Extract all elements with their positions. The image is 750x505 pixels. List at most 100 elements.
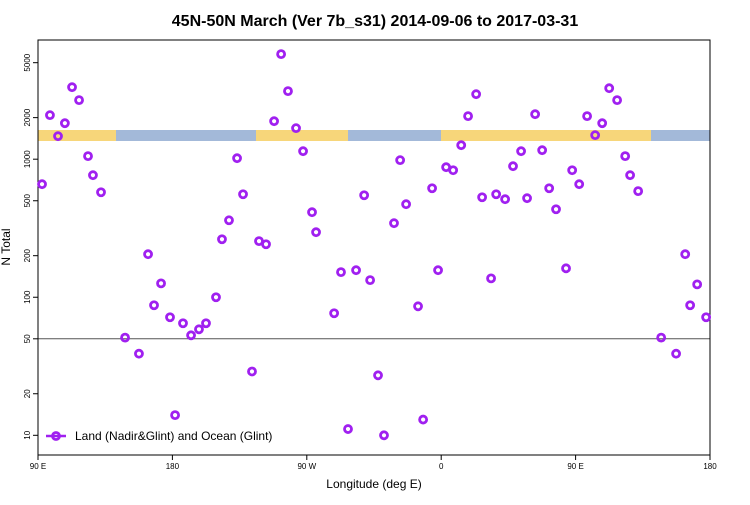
point: [373, 370, 383, 381]
point: [551, 204, 561, 215]
y-tick-label: 100: [23, 290, 32, 304]
y-tick-label: 1000: [23, 150, 32, 168]
x-tick-label: 180: [703, 462, 717, 471]
point: [456, 140, 467, 151]
point: [351, 265, 361, 276]
point: [194, 324, 204, 335]
point: [67, 82, 77, 93]
y-tick-label: 50: [23, 334, 32, 343]
point: [597, 118, 608, 129]
point: [37, 179, 47, 190]
point: [276, 49, 287, 60]
point: [656, 332, 667, 343]
point: [217, 234, 227, 245]
point: [143, 249, 153, 260]
point: [413, 301, 423, 312]
point: [365, 275, 376, 286]
point: [247, 366, 257, 377]
point: [685, 300, 696, 311]
point: [530, 109, 541, 120]
point: [170, 410, 180, 421]
chart-title: 45N-50N March (Ver 7b_s31) 2014-09-06 to…: [172, 13, 579, 30]
point: [544, 183, 555, 194]
point: [156, 278, 166, 289]
point: [680, 249, 691, 260]
land-band: [38, 130, 116, 141]
point: [633, 186, 644, 197]
y-tick-label: 500: [23, 194, 32, 208]
point: [612, 95, 623, 106]
point: [574, 179, 585, 190]
point: [283, 86, 293, 97]
point: [329, 308, 340, 319]
point: [471, 89, 482, 100]
point: [491, 189, 502, 200]
point: [433, 265, 443, 276]
point: [359, 190, 370, 201]
point: [500, 194, 511, 205]
point: [186, 330, 196, 341]
point: [582, 111, 592, 122]
point: [232, 153, 242, 164]
point: [343, 424, 353, 434]
x-tick-label: 90 E: [30, 462, 46, 471]
point: [307, 207, 317, 218]
point: [165, 312, 175, 323]
point: [261, 239, 271, 250]
point: [83, 151, 93, 162]
y-tick-label: 10: [23, 430, 32, 439]
x-tick-label: 0: [439, 462, 444, 471]
point: [211, 292, 221, 303]
point: [238, 189, 248, 200]
point: [59, 118, 70, 129]
point: [463, 111, 473, 122]
point: [74, 95, 84, 106]
point: [671, 348, 682, 359]
point: [620, 151, 631, 162]
point: [590, 130, 601, 141]
point: [486, 273, 496, 284]
point: [120, 332, 130, 343]
legend-marker: [51, 431, 61, 441]
point: [45, 110, 55, 121]
point: [269, 116, 279, 127]
point: [149, 300, 159, 311]
point: [96, 187, 106, 198]
point: [311, 227, 321, 238]
point: [692, 279, 703, 290]
ocean-band: [38, 130, 710, 141]
point: [291, 123, 301, 134]
x-tick-label: 180: [166, 462, 180, 471]
point: [298, 146, 308, 157]
point: [625, 170, 636, 181]
plot-frame: [37, 39, 711, 456]
point: [604, 83, 615, 94]
point: [395, 155, 406, 166]
x-tick-label: 90 E: [567, 462, 583, 471]
y-tick-label: 20: [23, 389, 32, 398]
point: [508, 161, 518, 172]
y-tick-label: 5000: [23, 53, 32, 71]
point: [88, 170, 98, 181]
y-axis-label: N Total: [0, 228, 13, 265]
land-band: [441, 130, 651, 141]
point: [401, 199, 412, 210]
point: [561, 263, 571, 274]
point: [701, 312, 712, 323]
land-band: [256, 130, 348, 141]
point: [53, 131, 63, 142]
y-tick-label: 2000: [23, 108, 32, 126]
legend-label: Land (Nadir&Glint) and Ocean (Glint): [75, 429, 272, 443]
point: [477, 192, 488, 203]
point: [379, 430, 389, 441]
point: [201, 318, 211, 329]
point: [134, 348, 144, 359]
point: [224, 215, 234, 226]
point: [427, 183, 437, 194]
point: [336, 267, 346, 278]
point: [516, 146, 526, 157]
point: [389, 218, 399, 229]
point: [448, 165, 459, 176]
